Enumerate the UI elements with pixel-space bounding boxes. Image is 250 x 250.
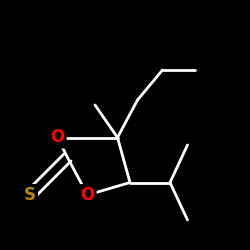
Text: O: O xyxy=(50,128,64,146)
Text: S: S xyxy=(24,186,36,204)
Text: O: O xyxy=(80,186,94,204)
